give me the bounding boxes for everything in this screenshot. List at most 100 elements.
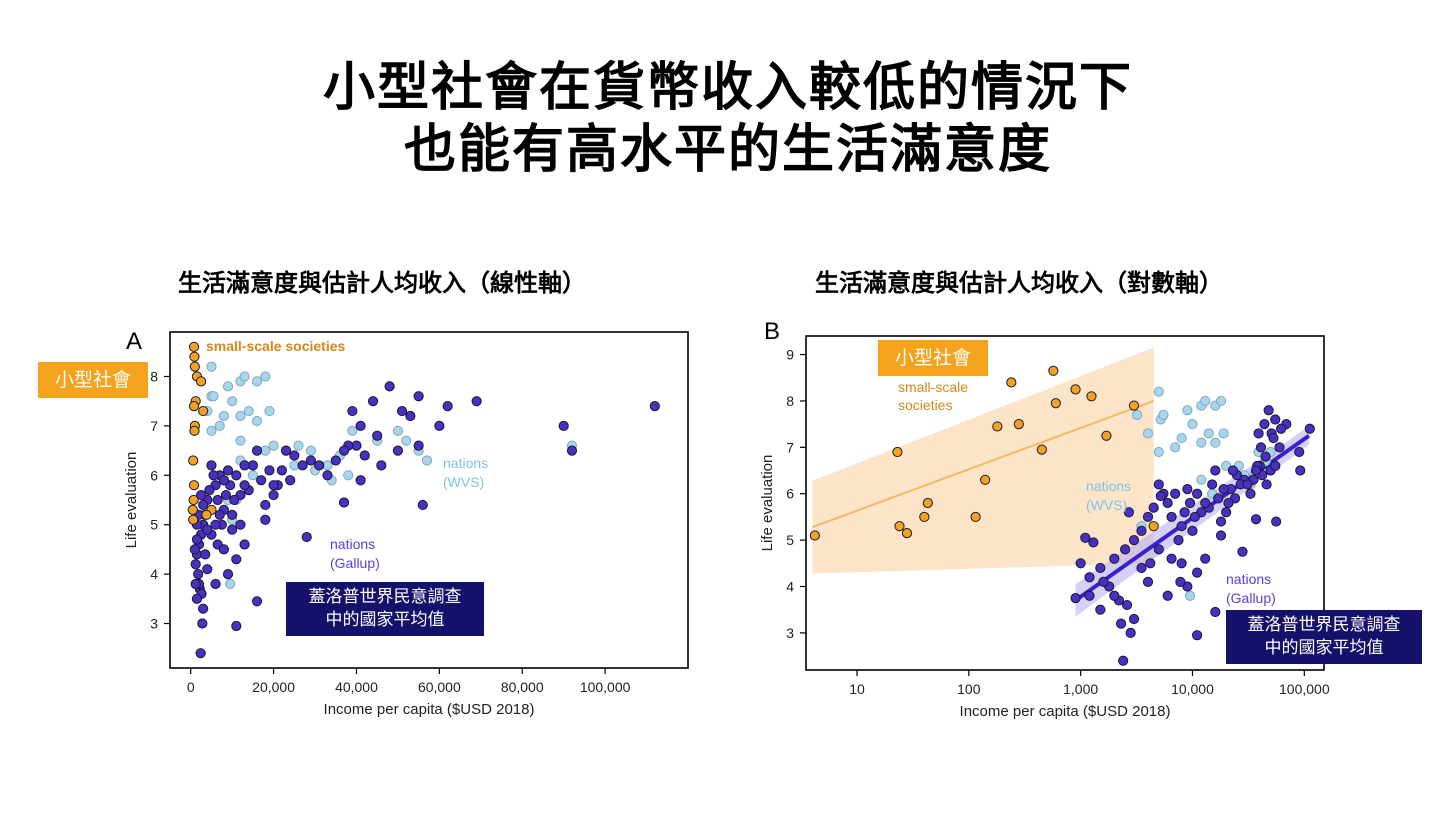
chart-a-gallup-point: [222, 569, 234, 580]
chart-a-gallup-point: [190, 559, 201, 570]
chart-b-gallup-point: [1162, 590, 1173, 601]
chart-b-gallup-point: [1250, 514, 1262, 525]
chart-a-gallup-point: [330, 455, 341, 466]
chart-a-gallup-point: [204, 485, 215, 496]
chart-a-gallup-point: [338, 445, 350, 456]
chart-a-wvs-point: [251, 415, 263, 427]
chart-b-gallup-point: [1088, 537, 1099, 548]
chart-b-gallup-point: [1098, 576, 1109, 587]
chart-a-gallup-point: [239, 480, 250, 491]
chart-b-gallup-point: [1218, 483, 1229, 495]
chart-a-gallup-point: [268, 480, 279, 491]
chart-b-gallup-point: [1123, 507, 1134, 518]
chart-a-gallup-point: [239, 539, 250, 550]
chart-a-wvs-point: [305, 445, 316, 456]
chart-b-gallup-point: [1268, 432, 1279, 444]
chart-a-gallup-point: [231, 620, 242, 632]
chart-a-gallup-label-2: (Gallup): [330, 555, 380, 571]
chart-b-gallup-point: [1173, 535, 1184, 546]
chart-b-gallup-point: [1142, 511, 1154, 523]
chart-b-gallup-point: [1237, 546, 1248, 557]
chart-b-x-tick-label: 100,000: [1279, 681, 1330, 697]
chart-a-gallup-point: [442, 401, 453, 412]
chart-a-gallup-point: [301, 531, 312, 543]
chart-a-wvs-label-1: nations: [443, 455, 488, 471]
slide-title-line2: 也能有高水平的生活滿意度: [403, 120, 1052, 180]
chart-b-scatter: 10 100 1,000 10,000 100,000 3 4 5 6 7 8 9 Income per…: [759, 335, 1330, 720]
chart-a-gallup-point: [251, 596, 263, 607]
chart-b-gallup-point: [1274, 442, 1285, 453]
chart-a-x-tick-label: 80,000: [501, 679, 544, 695]
chart-b-gallup-point: [1184, 497, 1196, 509]
chart-a-gallup-point: [289, 450, 300, 461]
chart-a-orange-callout: 小型社會: [38, 362, 148, 398]
chart-b-gallup-point: [1215, 530, 1227, 541]
chart-a-x-tick-label: 60,000: [418, 679, 461, 695]
chart-a-gallup-point: [202, 524, 213, 535]
chart-a-wvs-point: [227, 396, 238, 407]
chart-b-gallup-point: [1294, 446, 1305, 458]
chart-b-small-point: [1048, 365, 1059, 376]
chart-b-wvs-point: [1170, 442, 1181, 453]
chart-b-y-tick-label: 5: [786, 532, 794, 548]
chart-b-small-point: [892, 446, 903, 458]
chart-a-gallup-point: [260, 514, 271, 525]
chart-a-gallup-point: [566, 445, 578, 456]
chart-b-gallup-point: [1182, 483, 1193, 495]
chart-a-gallup-point: [218, 544, 229, 555]
chart-b-small-point: [992, 421, 1003, 432]
chart-a-y-tick-label: 8: [150, 368, 158, 384]
chart-a-gallup-point: [413, 440, 424, 451]
chart-b-small-point: [922, 497, 933, 509]
chart-a-gallup-point: [210, 578, 221, 590]
chart-a-scatter: 0 20,000 40,000 60,000 80,000 100,000 3 4 5 6 7 8 In…: [123, 331, 689, 718]
chart-b-gallup-point: [1075, 558, 1086, 569]
chart-b-gallup-point: [1261, 479, 1272, 490]
chart-a-y-tick-label: 7: [150, 418, 158, 434]
chart-b-gallup-label-2: (Gallup): [1226, 590, 1276, 606]
chart-b-gallup-point: [1109, 590, 1120, 601]
chart-a-small-point: [188, 514, 199, 525]
chart-b-gallup-point: [1192, 488, 1203, 499]
chart-b-small-point: [1128, 400, 1140, 411]
chart-b-gallup-point: [1227, 465, 1239, 476]
chart-b-wvs-point: [1215, 395, 1227, 407]
chart-a-gallup-point: [392, 445, 404, 456]
chart-a-gallup-point: [413, 391, 424, 402]
chart-a-small-point: [188, 341, 200, 352]
chart-b-gallup-point: [1109, 553, 1120, 564]
chart-a-wvs-point: [235, 410, 246, 422]
chart-b-gallup-point: [1275, 423, 1287, 434]
chart-b-x-tick-label: 10,000: [1171, 681, 1214, 697]
chart-a-panel-letter: A: [126, 328, 143, 355]
chart-a-navy-callout-line1: 蓋洛普世界民意調查: [308, 587, 462, 607]
chart-a-wvs-point: [239, 371, 250, 382]
chart-b-gallup-point: [1080, 532, 1091, 543]
chart-b-small-point: [1070, 384, 1081, 395]
chart-b-gallup-point: [1255, 442, 1267, 453]
chart-a-wvs-point: [268, 440, 279, 451]
chart-a-navy-callout-line2: 中的國家平均值: [325, 610, 445, 630]
chart-a-gallup-point: [227, 509, 238, 520]
chart-a-gallup-point: [322, 470, 333, 481]
chart-b-small-point: [1086, 391, 1097, 402]
chart-b-gallup-point: [1170, 488, 1181, 499]
chart-a-gallup-point: [338, 497, 350, 508]
chart-a-gallup-point: [372, 430, 383, 441]
chart-a-y-tick-label: 3: [150, 616, 158, 632]
chart-a-gallup-point: [471, 396, 482, 407]
chart-b-wvs-point: [1184, 590, 1196, 601]
chart-a-gallup-point: [649, 401, 660, 412]
chart-a-gallup-point: [285, 475, 296, 486]
chart-a-wvs-point: [421, 455, 433, 466]
chart-a-gallup-point: [195, 489, 207, 501]
chart-b-gallup-point: [1142, 576, 1154, 587]
chart-a-gallup-point: [208, 470, 219, 481]
chart-b-small-point: [919, 511, 930, 523]
chart-a-wvs-point: [224, 578, 236, 590]
chart-a-gallup-point: [558, 420, 569, 431]
chart-b-y-axis-label: Life evaluation: [759, 455, 776, 552]
chart-a-gallup-point: [268, 489, 279, 501]
chart-b-small-point: [901, 528, 913, 539]
chart-a-gallup-point: [229, 494, 240, 506]
